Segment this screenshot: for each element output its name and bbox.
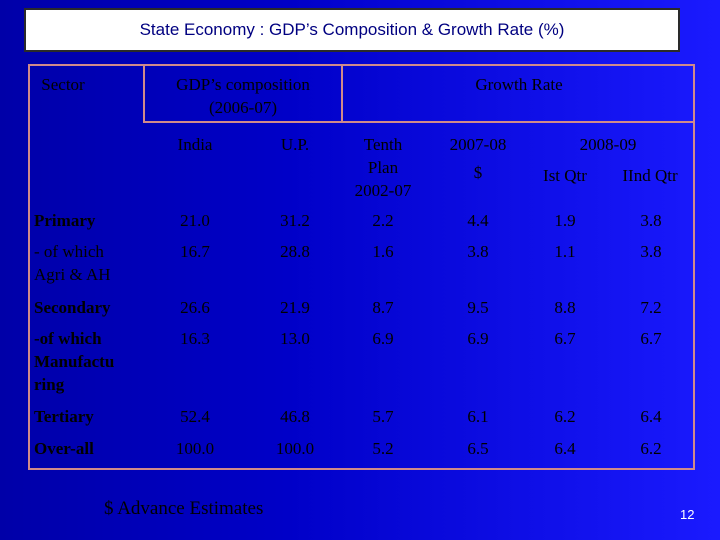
sector-label: Manufactu: [34, 352, 115, 371]
cell-fy0809-q1: 6.4: [554, 439, 576, 458]
header-q1: Ist Qtr: [543, 166, 587, 185]
sector-label: Secondary: [34, 298, 111, 317]
cell-up: 100.0: [275, 439, 315, 458]
header-india: India: [177, 135, 213, 154]
sector-label: Tertiary: [34, 407, 94, 426]
cell-india: 16.3: [180, 329, 210, 348]
cell-fy0809-q1: 6.7: [554, 329, 576, 348]
sector-label: Primary: [34, 211, 96, 230]
cell-fy0809-q2: 3.8: [640, 211, 662, 230]
cell-tenth-plan: 5.2: [372, 439, 394, 458]
header-fy0708-line1: 2007-08: [449, 135, 507, 154]
slide-title-box: State Economy : GDP’s Composition & Grow…: [24, 8, 680, 52]
cell-fy0809-q1: 1.1: [554, 242, 576, 261]
header-composition-line1: GDP’s composition: [176, 75, 310, 94]
cell-india: 16.7: [180, 242, 210, 261]
header-tenth-line3: 2002-07: [354, 181, 412, 200]
cell-fy0809-q2: 6.4: [640, 407, 662, 426]
table-frame: [28, 64, 695, 470]
cell-fy0809-q1: 1.9: [554, 211, 576, 230]
cell-up: 13.0: [280, 329, 310, 348]
header-q2: IInd Qtr: [622, 166, 678, 185]
sector-label: -of which: [34, 329, 102, 348]
cell-tenth-plan: 1.6: [372, 242, 394, 261]
divider-header-row: [143, 121, 695, 123]
footnote: $ Advance Estimates: [104, 498, 264, 519]
cell-fy0809-q2: 6.7: [640, 329, 662, 348]
cell-fy0708: 6.5: [467, 439, 489, 458]
cell-fy0708: 3.8: [467, 242, 489, 261]
cell-fy0708: 9.5: [467, 298, 489, 317]
sector-label: Agri & AH: [34, 265, 111, 284]
header-composition-line2: (2006-07): [209, 98, 277, 117]
cell-fy0809-q2: 6.2: [640, 439, 662, 458]
cell-tenth-plan: 2.2: [372, 211, 394, 230]
cell-fy0809-q1: 8.8: [554, 298, 576, 317]
cell-india: 100.0: [175, 439, 215, 458]
sector-label: ring: [34, 375, 65, 394]
cell-up: 28.8: [280, 242, 310, 261]
divider-composition-growth: [341, 64, 343, 122]
header-up: U.P.: [280, 135, 310, 154]
cell-fy0708: 6.1: [467, 407, 489, 426]
cell-fy0708: 4.4: [467, 211, 489, 230]
sector-label: Over-all: [34, 439, 94, 458]
cell-tenth-plan: 8.7: [372, 298, 394, 317]
slide-title: State Economy : GDP’s Composition & Grow…: [139, 20, 565, 39]
header-tenth-line2: Plan: [367, 158, 399, 177]
header-growth-rate: Growth Rate: [475, 75, 563, 94]
cell-india: 26.6: [180, 298, 210, 317]
cell-up: 46.8: [280, 407, 310, 426]
header-sector: Sector: [41, 75, 85, 94]
page-number: 12: [680, 507, 695, 522]
header-tenth-line1: Tenth: [363, 135, 403, 154]
cell-fy0809-q1: 6.2: [554, 407, 576, 426]
header-fy0708-line2: $: [473, 163, 483, 182]
cell-up: 21.9: [280, 298, 310, 317]
cell-fy0809-q2: 7.2: [640, 298, 662, 317]
cell-india: 21.0: [180, 211, 210, 230]
cell-tenth-plan: 6.9: [372, 329, 394, 348]
divider-sector-composition: [143, 64, 145, 122]
sector-label: - of which: [34, 242, 104, 261]
cell-fy0809-q2: 3.8: [640, 242, 662, 261]
cell-tenth-plan: 5.7: [372, 407, 394, 426]
cell-up: 31.2: [280, 211, 310, 230]
cell-fy0708: 6.9: [467, 329, 489, 348]
cell-india: 52.4: [180, 407, 210, 426]
header-fy0809: 2008-09: [579, 135, 637, 154]
